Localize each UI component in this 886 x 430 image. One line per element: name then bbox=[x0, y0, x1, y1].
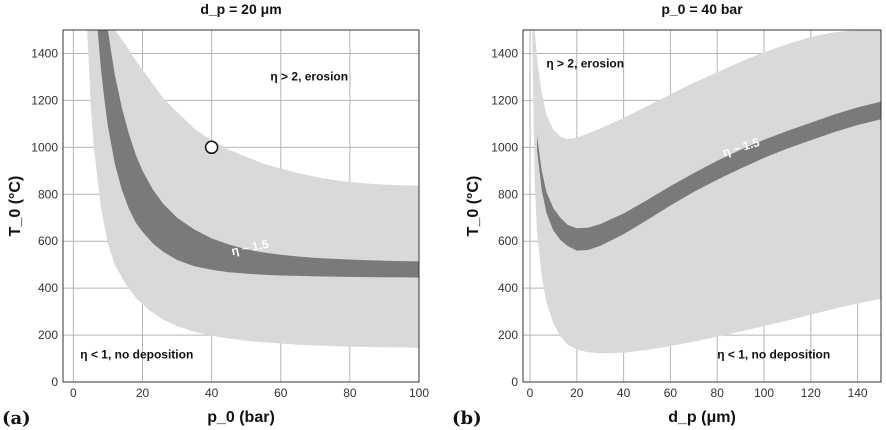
y-tick-label: 400 bbox=[38, 281, 58, 295]
chart-title-b: p_0 = 40 bar bbox=[661, 1, 743, 17]
y-tick-label: 800 bbox=[38, 187, 58, 201]
bands-a bbox=[87, 30, 419, 348]
x-tick-label: 20 bbox=[136, 386, 150, 400]
x-tick-label: 140 bbox=[848, 386, 868, 400]
y-tick-label: 0 bbox=[51, 375, 58, 389]
annotation-no-deposition-a: η < 1, no deposition bbox=[80, 348, 193, 362]
annotation-erosion-a: η > 2, erosion bbox=[270, 70, 348, 84]
annotation-erosion-b: η > 2, erosion bbox=[546, 57, 624, 71]
x-tick-label: 0 bbox=[70, 386, 77, 400]
x-tick-label: 80 bbox=[343, 386, 357, 400]
x-axis-label-a: p_0 (bar) bbox=[207, 409, 275, 426]
y-tick-label: 1400 bbox=[31, 46, 58, 60]
x-axis-label-b: d_p (μm) bbox=[668, 409, 736, 426]
y-axis-label-a: T_0 (°C) bbox=[7, 176, 24, 237]
y-tick-label: 1200 bbox=[31, 93, 58, 107]
x-tick-label: 120 bbox=[801, 386, 821, 400]
chart-panel-b: 0 20 40 60 80 100 120 1400200400600800100012001… bbox=[452, 1, 882, 429]
x-tick-label: 80 bbox=[711, 386, 725, 400]
outer-band-b bbox=[532, 30, 881, 354]
y-tick-label: 600 bbox=[38, 234, 58, 248]
operating-point-marker bbox=[204, 140, 219, 155]
x-tick-label: 100 bbox=[754, 386, 774, 400]
plot-frame-a bbox=[62, 29, 420, 383]
panel-label-b: (b) bbox=[452, 408, 482, 429]
x-tick-label: 100 bbox=[409, 386, 429, 400]
y-tick-label: 1200 bbox=[491, 93, 518, 107]
y-tick-label: 200 bbox=[38, 328, 58, 342]
y-tick-label: 400 bbox=[498, 281, 518, 295]
ticks-b: 0 20 40 60 80 100 120 1400200400600800100012001… bbox=[491, 46, 868, 400]
y-tick-label: 200 bbox=[498, 328, 518, 342]
x-tick-label: 60 bbox=[664, 386, 678, 400]
plot-frame-b bbox=[522, 29, 882, 383]
y-tick-label: 600 bbox=[498, 234, 518, 248]
x-tick-label: 0 bbox=[527, 386, 534, 400]
y-tick-label: 0 bbox=[511, 375, 518, 389]
x-tick-label: 40 bbox=[617, 386, 631, 400]
x-tick-label: 40 bbox=[205, 386, 219, 400]
bands-b bbox=[532, 30, 881, 354]
annotation-no-deposition-b: η < 1, no deposition bbox=[717, 348, 830, 362]
y-tick-label: 1000 bbox=[491, 140, 518, 154]
chart-title-a: d_p = 20 μm bbox=[200, 1, 281, 17]
inner-band-b bbox=[537, 101, 881, 251]
y-tick-label: 1400 bbox=[491, 46, 518, 60]
x-tick-label: 60 bbox=[274, 386, 288, 400]
x-tick-label: 20 bbox=[570, 386, 584, 400]
y-tick-label: 800 bbox=[498, 187, 518, 201]
panel-label-a: (a) bbox=[2, 408, 31, 429]
y-axis-label-b: T_0 (°C) bbox=[465, 176, 482, 237]
y-tick-label: 1000 bbox=[31, 140, 58, 154]
